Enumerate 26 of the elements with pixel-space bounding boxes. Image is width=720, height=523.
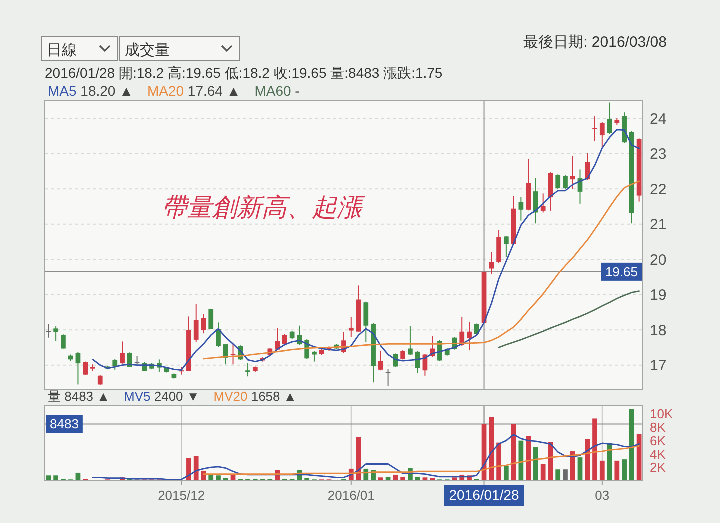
x-tick-label: 03: [595, 488, 610, 503]
y-tick-label: 2K: [650, 460, 666, 476]
annotation: 量 8483 ▲: [48, 389, 110, 404]
y-tick-label: 22: [650, 181, 667, 198]
chart-subtitle: 2016/01/28 開:18.2 高:19.65 低:18.2 收:19.65 量:8483 漲跌:1.75: [45, 65, 443, 81]
y-tick-label: 4K: [650, 446, 666, 462]
y-tick-label: 6K: [650, 433, 666, 448]
y-tick-label: 19: [650, 287, 667, 304]
text: 成交量: [125, 42, 170, 59]
y-tick-label: 23: [650, 146, 667, 164]
ref-line-label: 19.65: [605, 264, 638, 280]
x-tick-label: 2016/01: [328, 488, 375, 503]
legend: MV5 2400 ▼ MV20 1658 ▲: [124, 389, 297, 404]
legend: MA5 18.20 ▲ MA20 17.64 ▲ MA60 -: [48, 83, 300, 99]
y-tick-label: 21: [650, 216, 667, 234]
annotation: 帶量創新高、起漲: [162, 193, 366, 222]
y-tick-label: 24: [650, 110, 667, 128]
y-tick-label: 8K: [650, 420, 666, 435]
y-tick-label: 20: [650, 252, 667, 269]
y-tick-label: 18: [650, 322, 667, 340]
y-tick-label: 10K: [650, 406, 674, 422]
ref-line-label: 8483: [50, 416, 79, 432]
x-tick-label: 2016/01/28: [449, 487, 520, 503]
x-tick-label: 2015/12: [158, 488, 206, 503]
chart-title: 最後日期: 2016/03/08: [524, 34, 667, 51]
y-tick-label: 17: [650, 358, 667, 375]
